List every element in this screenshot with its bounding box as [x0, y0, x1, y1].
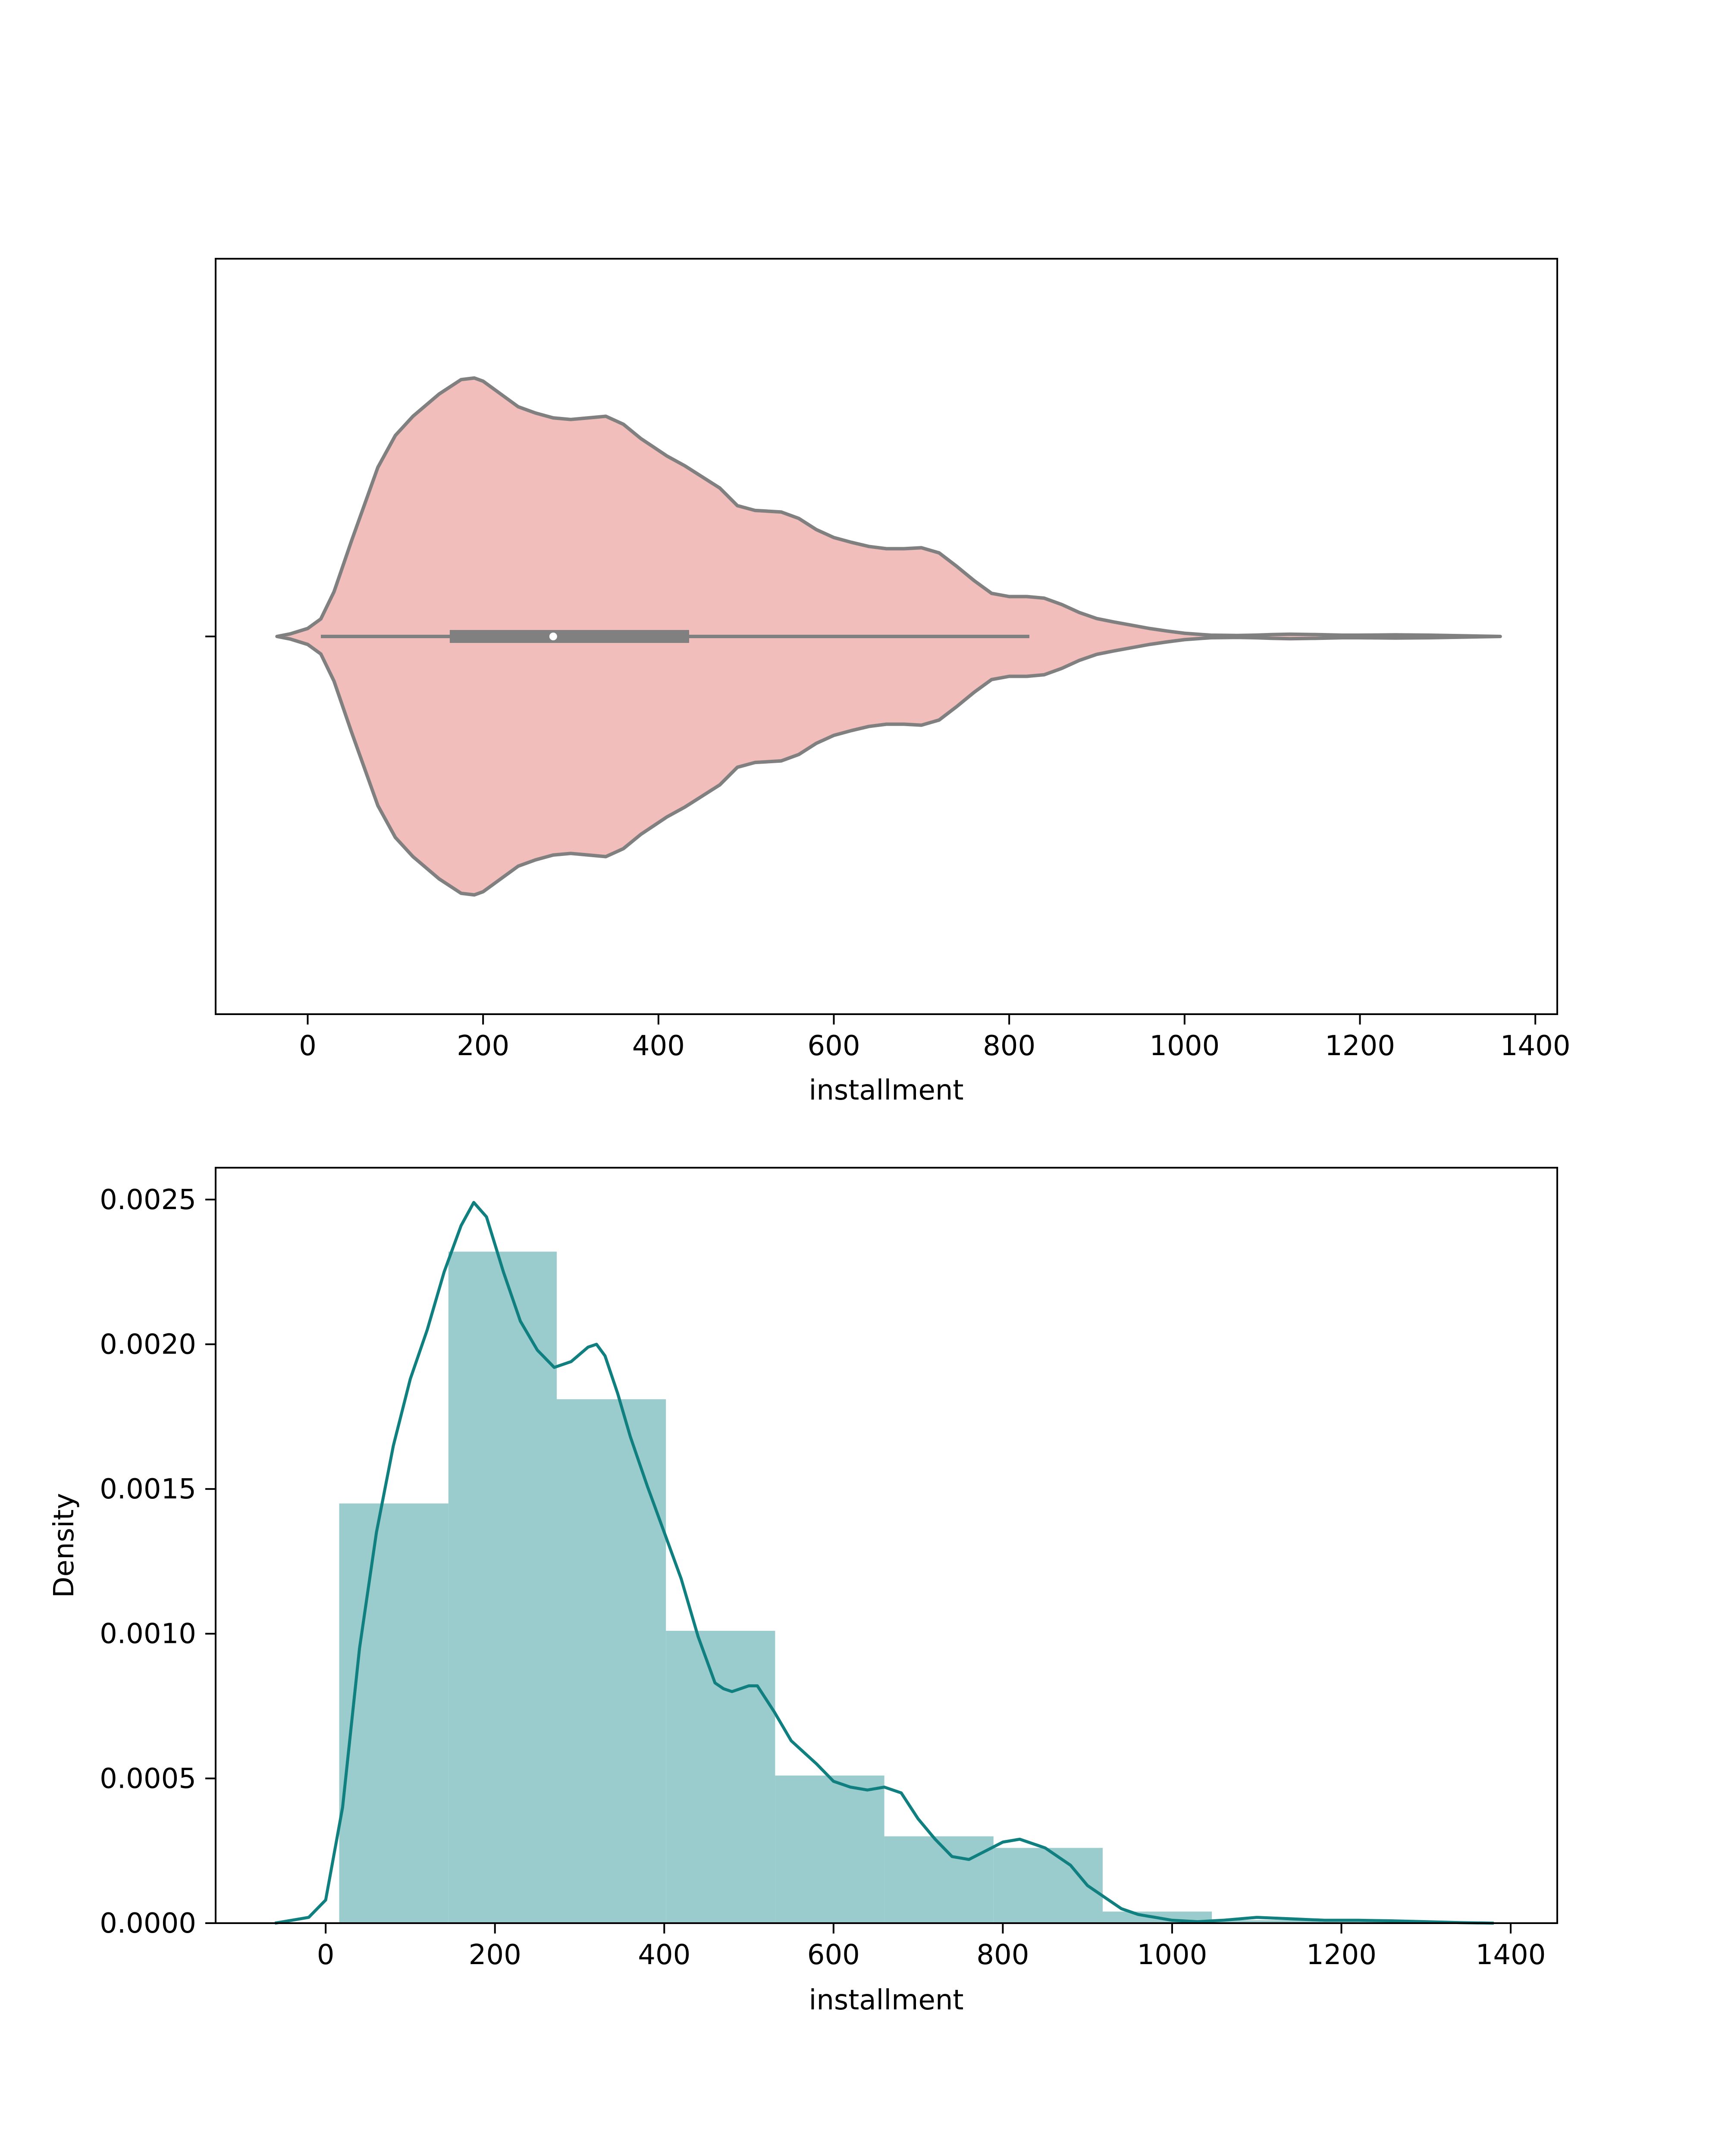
violin-x-tick-label: 200 — [457, 1030, 509, 1062]
histogram-bar — [775, 1775, 884, 1923]
violin-panel: 0 200 400 600 800 1000 1200 1400 installment — [205, 258, 1571, 1106]
violin-x-tick-label: 400 — [632, 1030, 685, 1062]
violin-x-tick-label: 1200 — [1325, 1030, 1395, 1062]
histogram-y-tick-label: 0.0025 — [100, 1184, 196, 1216]
violin-x-tick-label: 0 — [299, 1030, 317, 1062]
histogram-x-tick-label: 1200 — [1306, 1939, 1377, 1971]
violin-marks — [275, 376, 1502, 897]
histogram-x-axis-label: installment — [809, 1984, 964, 2016]
kde-line — [274, 1201, 1494, 1925]
histogram-x-tick-label: 200 — [469, 1939, 521, 1971]
histogram-x-tick-label: 1400 — [1476, 1939, 1546, 1971]
histogram-bar — [1212, 1920, 1321, 1923]
histogram-panel: 0 200 400 600 800 1000 1200 1400 0.00000.00050.… — [48, 1167, 1558, 2016]
histogram-y-tick-label: 0.0020 — [100, 1329, 196, 1360]
histogram-bar — [448, 1251, 557, 1923]
histogram-y-tick-label: 0.0000 — [100, 1908, 196, 1940]
violin-iqr-box — [449, 630, 689, 643]
violin-x-tick-label: 600 — [807, 1030, 860, 1062]
histogram-bar — [339, 1503, 448, 1923]
histogram-axes-frame — [215, 1167, 1558, 1924]
violin-x-axis-label: installment — [809, 1075, 964, 1106]
histogram-x-ticks: 0 200 400 600 800 1000 1200 1400 — [317, 1923, 1546, 1971]
histogram-x-tick-label: 400 — [638, 1939, 690, 1971]
histogram-x-tick-label: 800 — [976, 1939, 1029, 1971]
histogram-y-axis-label: Density — [48, 1493, 80, 1598]
histogram-y-tick-label: 0.0015 — [100, 1473, 196, 1505]
violin-x-ticks: 0 200 400 600 800 1000 1200 1400 — [299, 1014, 1571, 1062]
violin-median-dot — [549, 633, 557, 640]
violin-x-tick-label: 1400 — [1500, 1030, 1571, 1062]
histogram-x-tick-label: 1000 — [1137, 1939, 1207, 1971]
histogram-y-ticks: 0.0000 0.0005 0.0010 0.0015 0.0020 0.0025 — [100, 1184, 216, 1940]
histogram-y-tick-label: 0.0010 — [100, 1618, 196, 1650]
histogram-bar — [884, 1836, 994, 1923]
histogram-bar — [993, 1848, 1103, 1923]
histogram-x-tick-label: 0 — [317, 1939, 335, 1971]
histogram-y-tick-label: 0.0005 — [100, 1763, 196, 1795]
violin-x-tick-label: 1000 — [1149, 1030, 1220, 1062]
histogram-x-tick-label: 600 — [807, 1939, 860, 1971]
violin-x-tick-label: 800 — [983, 1030, 1035, 1062]
histogram-bar — [666, 1631, 775, 1923]
histogram-bar — [556, 1399, 666, 1923]
